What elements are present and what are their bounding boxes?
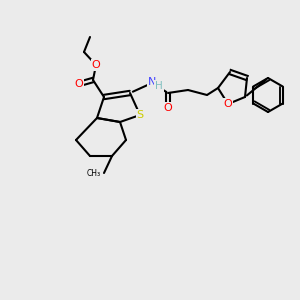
Text: O: O	[92, 60, 100, 70]
Text: O: O	[75, 79, 83, 89]
Text: S: S	[136, 110, 144, 120]
Text: O: O	[164, 103, 172, 113]
Text: CH₃: CH₃	[87, 169, 101, 178]
Text: O: O	[224, 99, 232, 109]
Text: N: N	[148, 77, 156, 87]
Text: H: H	[155, 81, 163, 91]
